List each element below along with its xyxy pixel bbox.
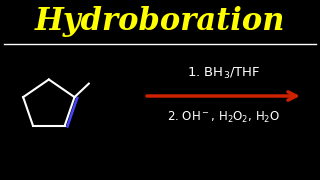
Text: Hydroboration: Hydroboration [35,6,285,37]
Text: 2. OH$^-$, H$_2$O$_2$, H$_2$O: 2. OH$^-$, H$_2$O$_2$, H$_2$O [167,109,280,125]
Text: 1. BH$_3$/THF: 1. BH$_3$/THF [187,66,260,81]
